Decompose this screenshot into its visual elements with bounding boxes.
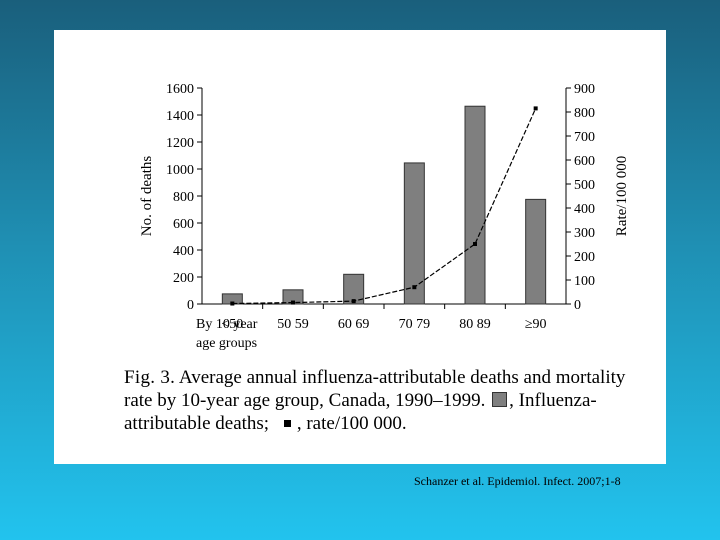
rate-marker bbox=[291, 300, 295, 305]
bar-series bbox=[221, 105, 547, 305]
y-left-tick-label: 400 bbox=[173, 244, 194, 259]
y-left-tick-label: 800 bbox=[173, 190, 194, 205]
figure-caption: Fig. 3. Average annual influenza-attribu… bbox=[124, 366, 654, 435]
y-right-tick-label: 600 bbox=[574, 154, 595, 169]
y-right-axis-title: Rate/100 000 bbox=[614, 156, 630, 236]
y-left-tick-label: 0 bbox=[187, 298, 194, 313]
x-tick-label: ≥90 bbox=[525, 317, 547, 332]
x-axis-label-line2: age groups bbox=[196, 336, 257, 351]
rate-marker bbox=[533, 106, 538, 111]
y-left-axis-title: No. of deaths bbox=[139, 156, 155, 237]
y-right-tick-label: 800 bbox=[574, 106, 595, 121]
y-left-tick-label: 200 bbox=[173, 271, 194, 286]
y-left-tick-label: 1400 bbox=[166, 109, 194, 124]
x-axis-label-line1: By 10 year bbox=[196, 317, 258, 332]
y-right-tick-label: 300 bbox=[574, 226, 595, 241]
rate-series bbox=[230, 106, 538, 306]
y-right-tick-label: 500 bbox=[574, 178, 595, 193]
y-right-tick-label: 900 bbox=[574, 82, 595, 97]
x-tick-label: 80 89 bbox=[459, 317, 491, 332]
x-tick-label: 50 59 bbox=[277, 317, 309, 332]
x-tick-label: 70 79 bbox=[399, 317, 431, 332]
y-left-tick-label: 600 bbox=[173, 217, 194, 232]
y-left-tick-label: 1000 bbox=[166, 163, 194, 178]
y-right-tick-label: 700 bbox=[574, 130, 595, 145]
bar bbox=[525, 198, 547, 305]
y-right-tick-label: 200 bbox=[574, 250, 595, 265]
rate-marker bbox=[351, 299, 356, 304]
y-left-tick-label: 1600 bbox=[166, 82, 194, 97]
caption-text-3: , rate/100 000. bbox=[296, 413, 407, 434]
caption-text-2: , Influenza-attributable deaths; bbox=[124, 390, 597, 434]
rate-marker bbox=[473, 242, 477, 246]
caption-text-1: Average annual influenza-attributable de… bbox=[124, 367, 626, 411]
legend-bar-icon bbox=[492, 392, 508, 407]
y-right-tick-label: 0 bbox=[574, 298, 581, 313]
rate-marker bbox=[412, 285, 417, 290]
y-left-tick-label: 1200 bbox=[166, 136, 194, 151]
bar bbox=[403, 162, 425, 305]
axes bbox=[197, 87, 571, 309]
x-tick-label: <50 bbox=[221, 317, 243, 332]
axis-labels: 0 200 400 600 800 1000 1200 1400 1600 0 100 200 300 4… bbox=[139, 82, 630, 351]
rate-line bbox=[232, 108, 537, 305]
rate-marker bbox=[230, 301, 235, 306]
citation: Schanzer et al. Epidemiol. Infect. 2007;… bbox=[414, 474, 621, 488]
x-tick-label: 60 69 bbox=[338, 317, 370, 332]
chart: 0 200 400 600 800 1000 1200 1400 1600 0 100 200 300 4… bbox=[139, 82, 630, 351]
legend-marker-icon bbox=[283, 420, 291, 427]
bar bbox=[343, 273, 365, 305]
bar bbox=[464, 105, 486, 305]
y-right-tick-label: 100 bbox=[574, 274, 595, 289]
slide-panel: 0 200 400 600 800 1000 1200 1400 1600 0 100 200 300 4… bbox=[54, 30, 666, 464]
figure-label: Fig. 3. bbox=[124, 367, 176, 388]
y-right-tick-label: 400 bbox=[574, 202, 595, 217]
